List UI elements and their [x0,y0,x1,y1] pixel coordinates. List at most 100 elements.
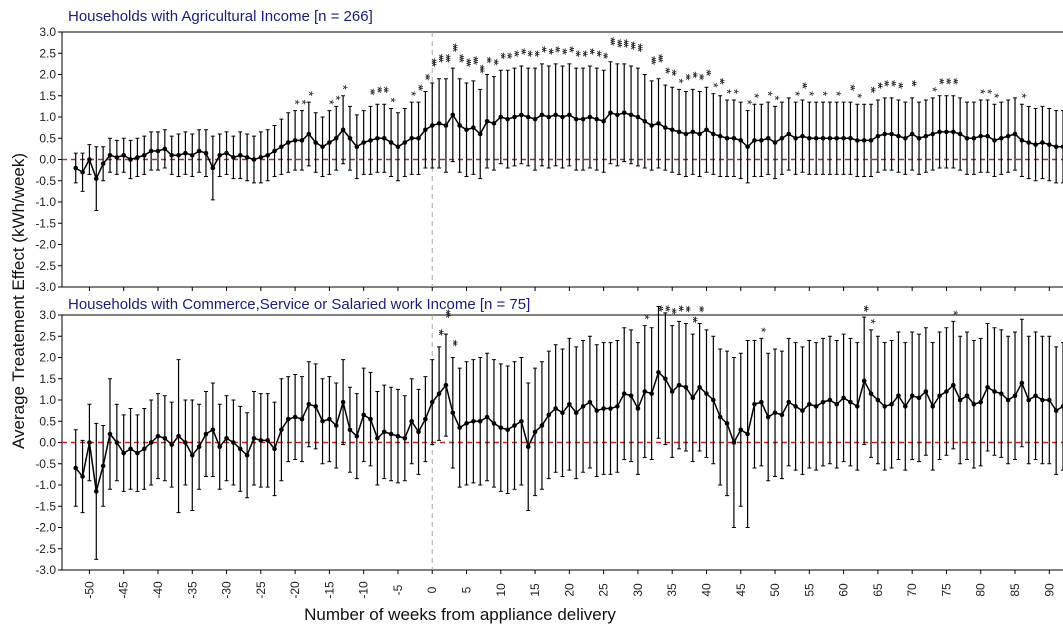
significance: *** [445,43,460,52]
significance: ** [699,69,714,76]
point [368,416,373,422]
significance: ** [905,80,920,87]
point [717,133,723,139]
point [484,118,490,124]
point [128,446,133,452]
point [224,150,229,156]
point [217,444,222,450]
point [73,165,79,171]
point [827,135,833,141]
point [704,391,709,396]
point [512,114,517,120]
significance: ** [678,74,693,81]
point [951,382,956,388]
x-tick-label: 85 [1008,583,1022,597]
point [656,121,661,126]
y-tick-label: 0.5 [39,414,56,428]
point [964,393,970,399]
point [93,489,99,494]
point [340,399,346,405]
x-tick-label: 55 [802,583,816,597]
significance: * [925,87,940,92]
point [834,401,840,407]
point [361,140,366,145]
point [889,131,894,137]
point [381,135,387,141]
significance: ** [514,48,529,55]
point [183,150,188,156]
point [1033,142,1038,147]
point [546,114,552,120]
point [429,399,435,405]
point [964,135,970,141]
point [553,112,558,118]
x-tick-label: 90 [1042,583,1056,597]
point [567,112,572,118]
point [320,144,325,150]
significance: *** [630,43,645,52]
point [162,435,168,441]
x-tick-label: 60 [837,583,851,597]
point [841,395,846,401]
y-tick-label: -3.0 [35,280,56,294]
point [450,410,456,416]
point [745,431,750,437]
point [306,131,312,137]
point [333,135,339,141]
y-tick-label: 3.0 [39,25,56,39]
significance: ** [411,84,426,91]
y-axis-label: Average Treatement Effect (kWh/week) [9,153,28,449]
significance: *** [644,56,659,65]
point [1005,133,1011,139]
point [841,135,846,141]
point [539,112,545,118]
significance: * [336,85,351,90]
point [889,401,894,407]
point [141,152,147,158]
point [937,393,942,399]
point [402,140,408,145]
point [628,112,634,118]
point [724,135,730,141]
point [155,148,161,154]
point [580,116,586,122]
point [327,416,332,422]
y-tick-label: -0.5 [35,174,56,188]
y-tick-label: 0.0 [39,436,56,450]
point [1019,380,1025,386]
significance: ** [672,305,687,312]
point [375,435,380,441]
point [450,112,456,118]
point [381,429,387,435]
point [189,152,195,158]
panel-title: Households with Commerce,Service or Sala… [68,296,530,313]
point [519,112,524,118]
point [930,131,936,137]
significance: ** [884,80,899,87]
significance: * [850,93,865,98]
significance: * [864,319,879,324]
point [615,112,620,118]
y-tick-label: 2.0 [39,351,56,365]
x-tick-label: 70 [905,583,919,597]
point [759,138,764,143]
point [313,404,318,409]
point [663,376,668,382]
point [251,435,257,441]
significance: ** [939,78,954,85]
point [80,474,85,479]
point [937,129,942,135]
x-tick-label: 15 [528,583,542,597]
y-tick-label: 3.0 [39,308,56,322]
point [690,129,696,135]
point [875,397,881,403]
x-tick-label: 75 [939,583,953,597]
point [683,131,689,137]
point [971,135,977,141]
point [258,155,264,160]
y-tick-label: -2.5 [35,542,56,556]
point [196,444,202,450]
point [265,438,270,443]
point [601,118,606,124]
significance: ** [946,78,961,85]
